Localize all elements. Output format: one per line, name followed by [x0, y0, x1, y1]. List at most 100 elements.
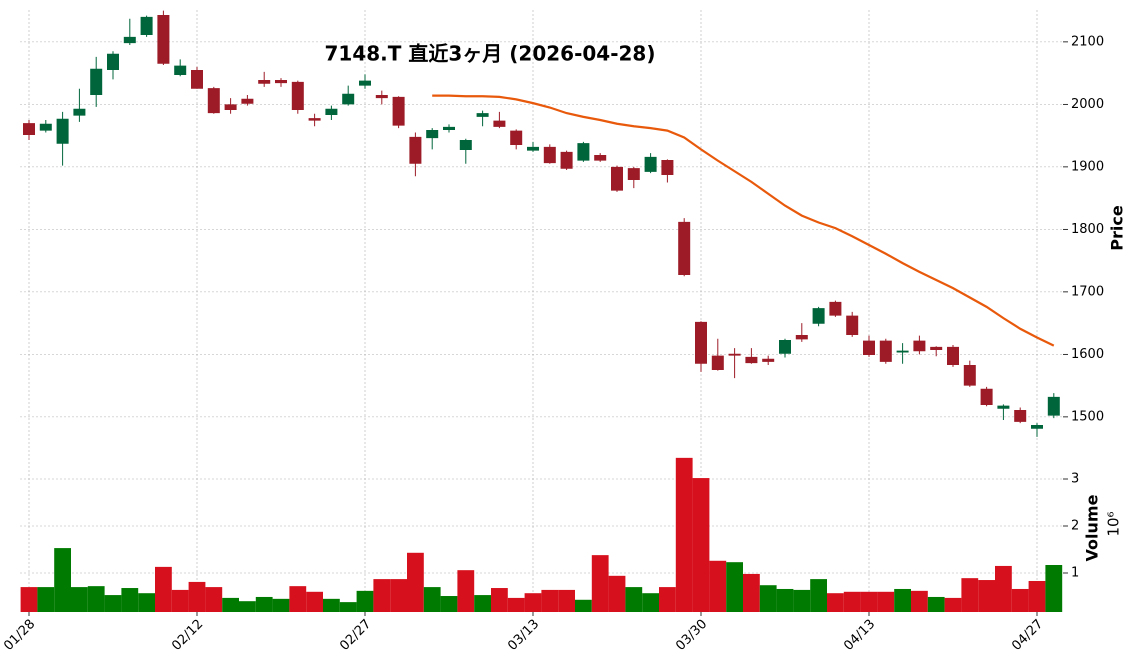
volume-bar — [642, 593, 659, 612]
volume-bar — [659, 587, 676, 612]
candle-body — [157, 15, 170, 64]
volume-bar — [1011, 588, 1029, 612]
candle-body — [359, 80, 371, 86]
volume-bar — [759, 585, 777, 612]
candle-body — [846, 315, 859, 335]
volume-scale-label: 10⁶ — [1105, 511, 1123, 536]
candle-body — [241, 98, 254, 104]
volume-bar — [1045, 565, 1063, 612]
candle-body — [426, 130, 439, 139]
volume-bar — [323, 598, 340, 612]
candle-body — [611, 166, 623, 191]
volume-bar — [911, 590, 928, 612]
volume-bar — [726, 562, 743, 612]
volume-bar — [37, 587, 55, 612]
candle-body — [90, 68, 103, 95]
candle-body — [23, 123, 35, 135]
volume-bar — [289, 586, 307, 612]
volume-axis-label: Volume — [1083, 494, 1102, 561]
candle-body — [123, 36, 136, 44]
candle-body — [1014, 410, 1027, 422]
volume-bar — [944, 597, 962, 612]
candle-body — [493, 120, 506, 127]
volume-bar — [255, 596, 273, 612]
x-tick-label: 02/27 — [337, 617, 374, 654]
candle-body — [510, 130, 523, 145]
candle-body — [56, 118, 69, 144]
volume-bar — [54, 548, 71, 612]
volume-bar — [927, 596, 945, 612]
candle-body — [644, 156, 657, 172]
candle-body — [342, 93, 355, 105]
volume-bar — [138, 593, 155, 612]
volume-bar — [440, 596, 458, 612]
volume-bar — [155, 566, 172, 612]
volume-bar — [339, 602, 357, 612]
x-tick-label: 03/13 — [505, 617, 542, 654]
candle-body — [930, 346, 943, 350]
y-tick-label: 3 — [1071, 472, 1079, 487]
candle-body — [392, 96, 405, 126]
candle-body — [39, 123, 52, 131]
x-tick-label: 04/13 — [841, 617, 878, 654]
volume-bar — [423, 587, 441, 612]
y-tick-label: 2000 — [1071, 97, 1104, 112]
candle-body — [375, 95, 388, 99]
candle-body — [947, 346, 959, 365]
volume-bar — [625, 587, 643, 612]
candle-body — [459, 140, 472, 150]
volume-bar — [104, 595, 122, 612]
candle-body — [560, 151, 573, 169]
volume-bar — [843, 591, 861, 612]
volume-bar — [373, 579, 391, 612]
candle-body — [711, 355, 724, 370]
volume-bar — [776, 588, 794, 612]
volume-bar — [524, 593, 542, 612]
y-tick-label: 1900 — [1071, 159, 1104, 174]
volume-bar — [239, 601, 256, 612]
volume-bar — [575, 599, 592, 612]
volume-bar — [306, 591, 323, 612]
candle-body — [745, 356, 758, 364]
y-tick-label: 2 — [1071, 519, 1079, 534]
y-tick-label: 1 — [1071, 565, 1079, 580]
volume-bar — [709, 560, 727, 612]
candle-body — [863, 340, 875, 355]
candle-body — [695, 321, 707, 364]
volume-bar — [188, 581, 206, 612]
candle-body — [1031, 425, 1043, 429]
volume-bar — [356, 590, 374, 612]
volume-bar — [407, 552, 424, 612]
candle-body — [879, 340, 892, 362]
volume-bar — [877, 591, 895, 612]
volume-bar — [272, 598, 290, 612]
candle-body — [174, 65, 187, 75]
volume-bar — [692, 478, 710, 612]
candle-body — [107, 53, 119, 70]
y-tick-label: 1500 — [1071, 409, 1104, 424]
volume-bar — [222, 597, 239, 612]
candle-body — [224, 104, 237, 110]
chart-title: 7148.T 直近3ヶ月 (2026-04-28) — [325, 42, 656, 66]
volume-bar — [121, 588, 139, 612]
x-tick-label: 04/27 — [1009, 617, 1046, 654]
volume-bar — [978, 580, 995, 612]
candle-body — [476, 113, 489, 117]
candle-body — [829, 301, 842, 316]
candle-body — [207, 88, 220, 114]
volume-bar — [591, 555, 609, 612]
candle-body — [275, 80, 287, 84]
candle-body — [527, 146, 539, 151]
volume-bar — [810, 579, 827, 612]
volume-bar — [793, 589, 811, 612]
volume-bar — [71, 587, 88, 612]
moving-average-line — [432, 94, 1055, 347]
volume-bar — [205, 587, 223, 612]
candle-body — [409, 136, 422, 164]
candle-body — [543, 146, 556, 164]
candle-body — [678, 221, 691, 275]
candle-body — [191, 70, 203, 89]
volume-bar — [995, 565, 1012, 612]
volume-bar — [1028, 580, 1046, 612]
